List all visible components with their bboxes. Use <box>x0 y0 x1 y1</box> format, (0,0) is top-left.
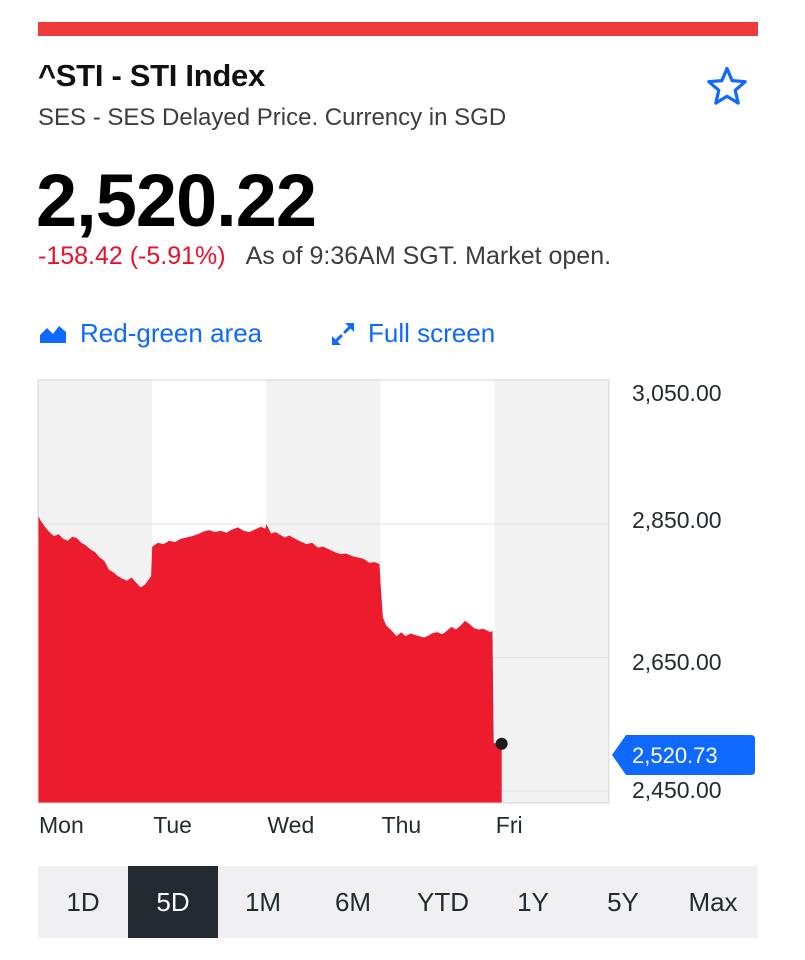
range-selector: 1D 5D 1M 6M YTD 1Y 5Y Max <box>38 866 758 938</box>
fullscreen-label: Full screen <box>368 318 496 348</box>
range-tab-5d[interactable]: 5D <box>128 866 218 938</box>
range-tab-1m[interactable]: 1M <box>244 886 282 917</box>
y-tick-label: 2,850.00 <box>632 507 722 533</box>
range-tab-6m[interactable]: 6M <box>334 886 372 917</box>
plot-frame <box>37 379 610 804</box>
range-tab-5y[interactable]: 5Y <box>607 886 639 917</box>
current-value-tag <box>612 735 755 775</box>
range-tab-1y[interactable]: 1Y <box>517 886 549 917</box>
current-value-label: 2,520.73 <box>632 743 718 768</box>
quote-timestamp: As of 9:36AM SGT. Market open. <box>245 242 612 270</box>
price-chart[interactable]: 3,050.00 2,850.00 2,650.00 2,450.00 2,520.73… <box>0 360 805 840</box>
y-tick-label: 2,650.00 <box>632 649 722 675</box>
x-tick-label: Fri <box>496 812 523 838</box>
price-area <box>38 514 502 803</box>
price-change: -158.42 (-5.91%) <box>38 242 226 270</box>
expand-icon <box>332 322 354 345</box>
x-tick-label: Tue <box>153 812 192 838</box>
day-band <box>494 380 609 803</box>
exchange-subtitle: SES - SES Delayed Price. Currency in SGD <box>38 104 507 131</box>
chart-style-button[interactable]: Red-green area <box>38 318 262 349</box>
x-tick-label: Wed <box>267 812 314 838</box>
page-title: ^STI - STI Index <box>38 58 265 93</box>
range-tab-1d[interactable]: 1D <box>66 886 100 917</box>
current-point-marker <box>495 737 508 750</box>
range-tab-ytd[interactable]: YTD <box>417 886 469 917</box>
x-tick-label: Mon <box>39 812 84 838</box>
x-tick-label: Thu <box>382 812 422 838</box>
y-tick-label: 2,450.00 <box>632 777 722 803</box>
chart-style-label: Red-green area <box>80 318 263 348</box>
header-accent-bar <box>38 22 758 36</box>
range-tab-max[interactable]: Max <box>688 886 738 917</box>
area-chart-icon <box>40 325 66 343</box>
current-price: 2,520.22 <box>36 159 317 242</box>
y-tick-label: 3,050.00 <box>632 380 722 406</box>
quote-change-row: -158.42 (-5.91%) As of 9:36AM SGT. Market… <box>38 242 611 271</box>
star-icon[interactable] <box>706 66 748 106</box>
fullscreen-button[interactable]: Full screen <box>330 318 495 349</box>
